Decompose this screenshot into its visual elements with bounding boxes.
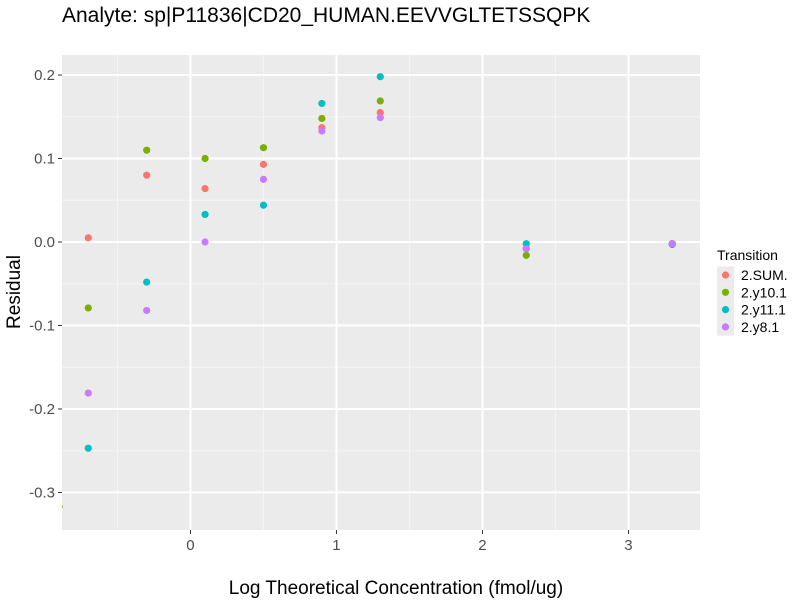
x-tick-label: 3 bbox=[624, 537, 632, 554]
data-point-2-y11-1 bbox=[318, 99, 326, 108]
legend-item-label: 2.y8.1 bbox=[741, 319, 779, 335]
y-axis-label: Residual bbox=[4, 255, 25, 329]
x-tick-label: 2 bbox=[478, 537, 486, 554]
legend-item-label: 2.y10.1 bbox=[741, 284, 787, 300]
chart-title: Analyte: sp|P11836|CD20_HUMAN.EEVVGLTETS… bbox=[62, 4, 590, 27]
data-point-2-y8-1 bbox=[143, 306, 151, 315]
x-tick-label: 0 bbox=[186, 537, 194, 554]
data-point-2-y10-1 bbox=[62, 504, 63, 509]
data-point-2-SUM bbox=[84, 234, 92, 242]
plot-panel bbox=[62, 55, 700, 530]
data-point-2-y8-1 bbox=[668, 240, 676, 248]
data-point-2-y8-1 bbox=[522, 245, 530, 253]
data-point-2-y10-1 bbox=[259, 144, 268, 152]
y-tick-label: -0.3 bbox=[29, 484, 55, 501]
data-point-2-y11-1 bbox=[143, 278, 151, 286]
legend-item-label: 2.SUM. bbox=[741, 267, 788, 283]
data-point-2-y8-1 bbox=[201, 238, 209, 246]
legend-key-dot bbox=[721, 306, 730, 314]
y-tick-label: 0.0 bbox=[34, 234, 55, 251]
data-point-2-SUM bbox=[376, 109, 384, 117]
data-point-2-y8-1 bbox=[259, 175, 268, 183]
legend-key-dot bbox=[721, 271, 730, 279]
x-tick-label: 1 bbox=[332, 537, 340, 554]
data-point-2-y11-1 bbox=[259, 201, 268, 209]
legend-key-dot bbox=[721, 323, 730, 331]
data-point-2-SUM bbox=[201, 184, 209, 193]
data-point-2-SUM bbox=[143, 171, 151, 179]
data-point-2-y10-1 bbox=[376, 97, 384, 105]
legend-title: Transition bbox=[717, 247, 778, 263]
y-tick-label: 0.2 bbox=[34, 67, 55, 84]
data-point-2-y11-1 bbox=[84, 444, 92, 452]
data-point-2-SUM bbox=[259, 160, 268, 168]
data-point-2-y11-1 bbox=[201, 210, 209, 219]
data-point-2-y10-1 bbox=[201, 154, 209, 163]
legend: 2.SUM.2.y10.1 2.y11.12.y8.1 bbox=[717, 266, 788, 336]
data-point-2-y10-1 bbox=[318, 114, 326, 123]
data-point-2-y8-1 bbox=[376, 114, 384, 122]
data-point-2-y10-1 bbox=[522, 251, 530, 259]
data-point-2-y10-1 bbox=[143, 146, 151, 154]
x-axis-label: Log Theoretical Concentration (fmol/ug) bbox=[229, 578, 563, 599]
data-point-2-y11-1 bbox=[376, 73, 384, 81]
data-point-2-y8-1 bbox=[318, 127, 326, 135]
y-tick-label: -0.2 bbox=[29, 401, 55, 418]
data-point-2-y11-1 bbox=[522, 240, 530, 248]
data-point-2-y8-1 bbox=[84, 389, 92, 397]
data-point-2-y10-1 bbox=[84, 304, 92, 312]
legend-key-dot bbox=[721, 288, 730, 296]
y-tick-label: -0.1 bbox=[29, 317, 55, 334]
legend-item-label: 2.y11.1 bbox=[741, 302, 786, 318]
y-tick-label: 0.1 bbox=[34, 151, 55, 168]
